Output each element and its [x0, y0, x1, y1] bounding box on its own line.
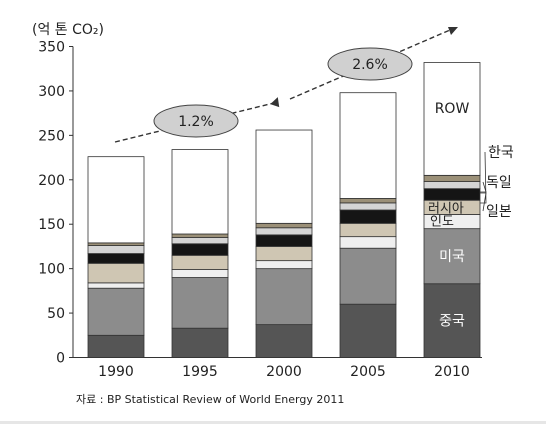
x-tick-label: 2005 [350, 364, 386, 380]
bar-segment [339, 247, 397, 305]
bar-segment [171, 237, 229, 245]
bottom-rule [0, 421, 546, 424]
y-tick-label: 250 [38, 128, 65, 144]
y-tick-label: 150 [38, 217, 65, 233]
bar-segment [255, 324, 313, 358]
y-axis: 0 50 100 150 200 250 300 350 [38, 40, 482, 367]
y-tick-label: 100 [38, 262, 65, 278]
bar-segment [423, 62, 481, 176]
bar-segment [423, 181, 481, 190]
x-axis: 1990 1995 2000 2005 2010 [98, 364, 470, 380]
bar-segment [339, 303, 397, 358]
bar-segment [255, 246, 313, 262]
bar-segment [423, 228, 481, 285]
growth-bubble [327, 47, 413, 81]
series-label: 러시아 [428, 201, 464, 216]
growth-bubble [153, 104, 239, 138]
bar-segment [171, 149, 229, 235]
bar-segment [255, 129, 313, 224]
bar-segment [87, 262, 145, 284]
bar-segment [339, 222, 397, 238]
y-axis-label: (억 톤 CO₂) [32, 22, 104, 38]
x-tick-label: 2000 [266, 364, 302, 380]
bar-segment [339, 202, 397, 211]
x-tick-label: 2010 [434, 364, 470, 380]
bar-segment [255, 222, 313, 229]
y-tick-label: 350 [38, 40, 65, 56]
bar-segment [423, 283, 481, 358]
arrow-head [448, 27, 458, 35]
series-label: ROW [435, 101, 470, 117]
stacked-bars [87, 62, 481, 358]
bar-segment [255, 234, 313, 247]
source-note: 자료 : BP Statistical Review of World Ener… [76, 393, 344, 406]
bar-segment [87, 282, 145, 289]
bar-segment [87, 245, 145, 254]
leader-line [480, 151, 487, 204]
growth-rate-label: 2.6% [352, 57, 388, 73]
leader-line [480, 192, 487, 212]
bar-segment [87, 253, 145, 264]
bar-segment [87, 287, 145, 336]
bar-segment [339, 92, 397, 199]
series-label: 중국 [439, 314, 465, 330]
bar-segment [255, 268, 313, 326]
bar-segment [171, 233, 229, 238]
y-tick-label: 0 [56, 351, 65, 367]
growth-arrows: 1.2% 2.6% [114, 27, 458, 143]
y-tick-label: 200 [38, 173, 65, 189]
arrow-head [270, 97, 280, 108]
y-tick-label: 50 [47, 306, 65, 322]
bar-segment [171, 327, 229, 358]
bar-segment [339, 236, 397, 249]
bar-segment [339, 198, 397, 204]
series-label: 미국 [439, 249, 465, 265]
bar-segment [87, 156, 145, 244]
series-label: 한국 [488, 145, 514, 161]
bar-segment [171, 277, 229, 329]
bar-segment [255, 227, 313, 236]
series-label: 독일 [486, 175, 512, 191]
leader-line [480, 181, 487, 193]
series-label: 인도 [430, 215, 454, 230]
bar-segment [171, 243, 229, 256]
arrow-line [289, 29, 451, 100]
bar-segment [255, 260, 313, 270]
series-label: 일본 [486, 204, 512, 220]
x-tick-label: 1990 [98, 364, 134, 380]
y-tick-label: 300 [38, 84, 65, 100]
bar-segment [339, 209, 397, 224]
growth-rate-label: 1.2% [178, 114, 214, 130]
bar-segment [423, 174, 481, 182]
bar-segment [171, 269, 229, 278]
x-tick-label: 1995 [182, 364, 218, 380]
bar-segment [171, 254, 229, 270]
bar-segment [423, 188, 481, 201]
bar-segment [87, 334, 145, 358]
